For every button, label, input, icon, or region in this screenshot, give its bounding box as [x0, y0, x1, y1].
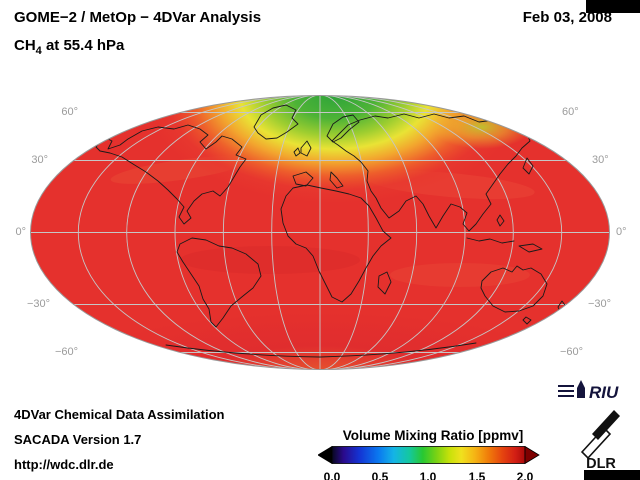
meridian-60 — [222, 95, 418, 370]
coastline-tasmania — [522, 316, 532, 325]
meridian-150 — [77, 95, 563, 370]
species-subscript: 4 — [35, 45, 42, 57]
species-symbol: CH — [14, 37, 36, 54]
lat-label-left-30n: 30° — [31, 154, 48, 166]
coastline-eurasia — [331, 113, 531, 232]
colorbar-tick-1: 0.5 — [371, 470, 389, 480]
colorbar-ticks: 0.0 0.5 1.0 1.5 2.0 — [318, 469, 548, 480]
coastline-new-guinea — [518, 243, 543, 253]
coastline-greenland — [253, 104, 299, 140]
riu-tower-icon — [577, 380, 585, 398]
coastline-australia — [480, 265, 548, 313]
colorbar-tick-2: 1.0 — [419, 470, 437, 480]
meridian-90 — [174, 95, 466, 370]
lat-label-right-30s: −30° — [588, 298, 612, 310]
meridian-120 — [126, 95, 514, 370]
coastlines — [95, 104, 568, 358]
colorbar-block: Volume Mixing Ratio [ppmv] 0.0 0.5 1.0 1… — [317, 428, 548, 480]
lat-label-right-60s: −60° — [560, 346, 584, 358]
colorbar-title: Volume Mixing Ratio [ppmv] — [342, 428, 524, 443]
colorbar-tick-0: 0.0 — [323, 470, 341, 480]
lat-label-right-30n: 30° — [592, 154, 609, 166]
figure-subtitle: CH4 at 55.4 hPa — [14, 37, 124, 57]
dlr-logo: DLR — [572, 404, 630, 475]
riu-logo: RIU — [556, 378, 632, 409]
coastline-italy — [329, 171, 344, 189]
coastline-ireland — [293, 147, 301, 157]
coastline-scandinavia — [326, 114, 360, 143]
coastline-antarctica — [165, 342, 477, 358]
lat-label-left-30s: −30° — [26, 298, 50, 310]
dlr-logo-text: DLR — [586, 456, 616, 470]
lat-label-left-60n: 60° — [61, 106, 78, 118]
colorbar-tick-4: 2.0 — [516, 470, 534, 480]
coastline-indonesia — [466, 237, 515, 244]
credit-line-url: http://wdc.dlr.de — [14, 457, 114, 472]
coastline-iberia — [292, 171, 314, 187]
coastline-madagascar — [377, 271, 392, 295]
riu-logo-text: RIU — [589, 383, 619, 402]
coastline-africa — [280, 184, 392, 303]
top-right-black-bar — [586, 0, 640, 13]
siberia-low-patch — [432, 105, 532, 149]
riu-logo-lines-icon — [558, 385, 574, 397]
pressure-level-label: at 55.4 hPa — [41, 37, 125, 54]
credit-line-version: SACADA Version 1.7 — [14, 432, 142, 447]
colorbar-arrow-left — [317, 445, 333, 465]
coastline-north-america — [95, 124, 247, 225]
meridian-30 — [271, 95, 369, 370]
mollweide-map — [30, 95, 610, 370]
field-streak-4 — [390, 263, 530, 287]
colorbar-arrow-right — [524, 445, 540, 465]
credit-line-assimilation: 4DVar Chemical Data Assimilation — [14, 407, 225, 422]
lat-label-right-60n: 60° — [562, 106, 579, 118]
lat-label-left-0: 0° — [15, 226, 26, 238]
colorbar-gradient-bar — [331, 446, 526, 464]
colorbar-tick-3: 1.5 — [468, 470, 486, 480]
lat-label-right-0: 0° — [616, 226, 627, 238]
coastline-south-america — [176, 237, 262, 328]
colorbar — [317, 445, 540, 465]
coastline-philippines — [496, 214, 505, 227]
field-streak-3 — [180, 246, 360, 274]
coastline-britain — [300, 140, 312, 157]
map-outline — [30, 95, 610, 370]
date-label: Feb 03, 2008 — [522, 9, 612, 26]
figure-title: GOME−2 / MetOp − 4DVar Analysis — [14, 9, 262, 26]
coastline-japan — [522, 157, 534, 175]
lat-label-left-60s: −60° — [54, 346, 78, 358]
dlr-emblem-outline-icon — [580, 426, 612, 460]
bottom-right-black-bar — [584, 470, 640, 480]
